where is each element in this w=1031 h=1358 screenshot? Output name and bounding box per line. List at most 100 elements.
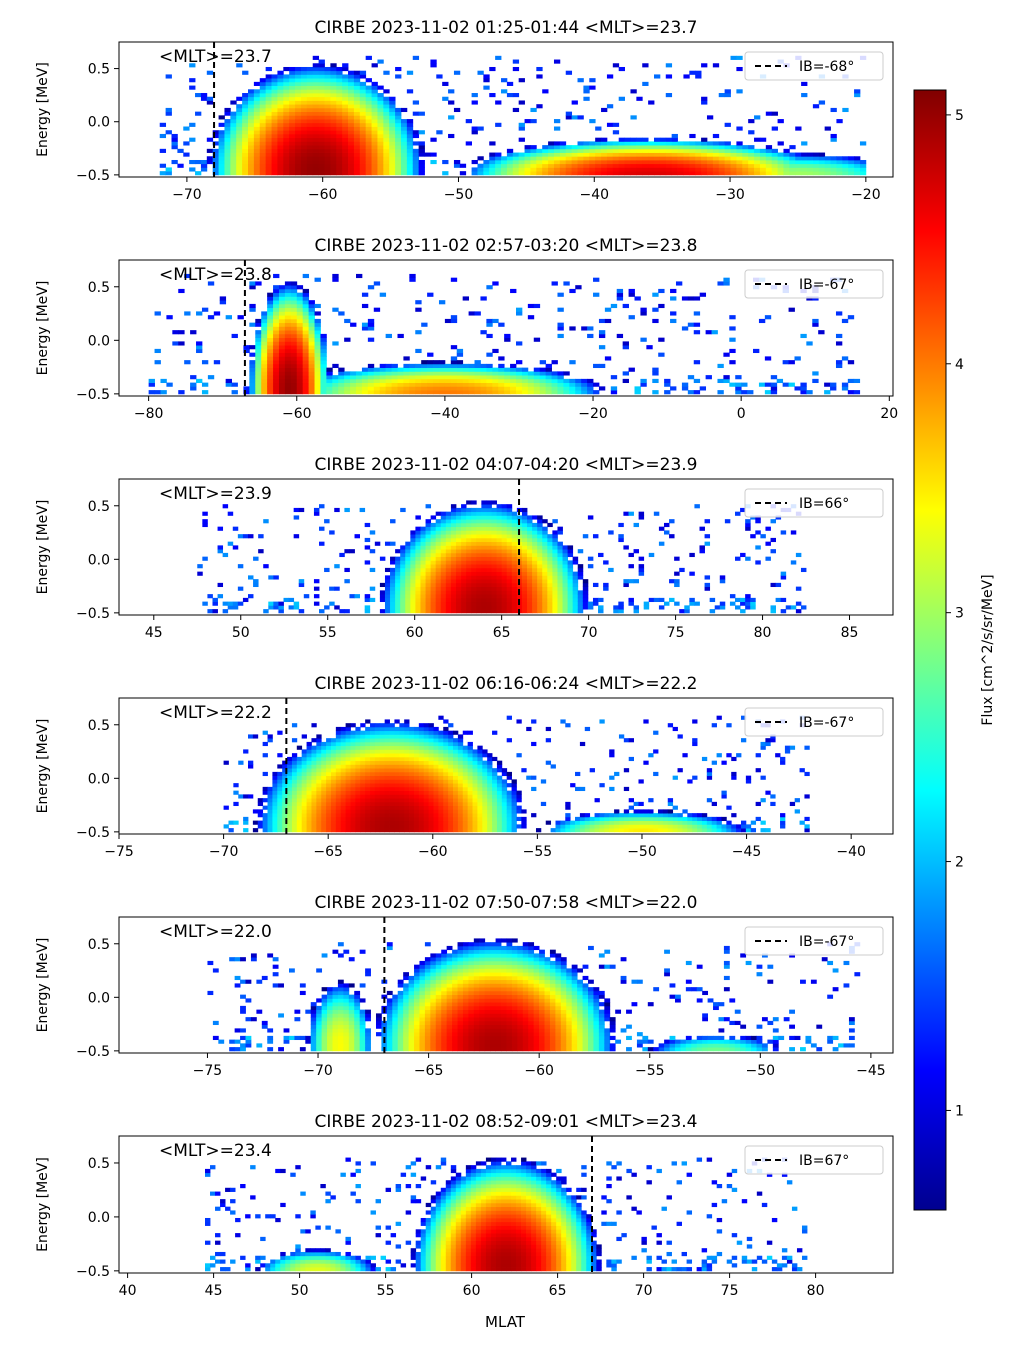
heatmap-cell — [430, 59, 437, 64]
heatmap-cell — [314, 277, 321, 282]
heatmap-cell — [365, 753, 371, 758]
x-tick-label: 55 — [319, 625, 337, 641]
heatmap-cell — [384, 790, 390, 795]
heatmap-cell — [501, 171, 508, 176]
heatmap-cell — [730, 145, 737, 150]
heatmap-cell — [314, 352, 321, 357]
heatmap-cell — [242, 93, 249, 98]
heatmap-cell — [511, 597, 518, 603]
heatmap-cell — [511, 590, 518, 595]
heatmap-cell — [340, 730, 347, 735]
heatmap-cell — [501, 511, 508, 516]
heatmap-cell — [318, 63, 325, 68]
heatmap-cell — [457, 771, 464, 777]
heatmap-cell — [237, 564, 244, 569]
heatmap-cell — [415, 307, 422, 312]
heatmap-cell — [476, 552, 482, 558]
heatmap-cell — [704, 534, 711, 539]
heatmap-cell — [330, 805, 337, 810]
heatmap-cell — [693, 322, 701, 327]
heatmap-cell — [267, 352, 274, 357]
heatmap-cell — [616, 288, 624, 294]
heatmap-cell — [306, 126, 314, 131]
heatmap-cell — [316, 786, 322, 792]
heatmap-cell — [253, 96, 261, 101]
heatmap-cell — [242, 156, 249, 161]
heatmap-cell — [859, 163, 867, 168]
heatmap-cell — [361, 303, 369, 309]
heatmap-cell — [278, 367, 286, 372]
heatmap-cell — [501, 564, 508, 569]
heatmap-cell — [654, 137, 661, 142]
heatmap-cell — [551, 382, 558, 387]
heatmap-cell — [374, 723, 381, 728]
heatmap-cell — [296, 360, 304, 365]
heatmap-cell — [433, 816, 439, 822]
heatmap-cell — [603, 586, 609, 591]
heatmap-cell — [290, 315, 298, 320]
heatmap-cell — [701, 141, 708, 146]
heatmap-cell — [552, 537, 558, 543]
heatmap-cell — [462, 760, 469, 765]
heatmap-cell — [423, 779, 429, 784]
heatmap-cell — [242, 167, 249, 172]
heatmap-cell — [255, 318, 262, 324]
heatmap-cell — [267, 390, 274, 395]
heatmap-cell — [311, 753, 317, 758]
heatmap-cell — [516, 307, 523, 312]
heatmap-cell — [267, 382, 274, 387]
heatmap-cell — [171, 145, 178, 150]
heatmap-cell — [361, 375, 369, 380]
heatmap-cell — [377, 133, 384, 139]
heatmap-cell — [553, 145, 561, 150]
heatmap-cell — [498, 367, 505, 372]
heatmap-cell — [501, 537, 508, 543]
heatmap-cell — [572, 605, 579, 610]
heatmap-cell — [440, 601, 447, 606]
heatmap-cell — [224, 141, 231, 146]
heatmap-cell — [759, 148, 767, 153]
heatmap-cell — [314, 356, 321, 361]
heatmap-cell — [339, 552, 345, 558]
heatmap-cell — [440, 575, 447, 580]
heatmap-cell — [367, 367, 375, 372]
heatmap-cell — [415, 560, 421, 565]
heatmap-cell — [448, 798, 454, 803]
heatmap-cell — [306, 794, 312, 799]
heatmap-cell — [177, 148, 184, 153]
heatmap-cell — [259, 96, 267, 101]
heatmap-cell — [420, 556, 426, 561]
heatmap-cell — [476, 594, 482, 599]
heatmap-cell — [410, 549, 416, 554]
heatmap-cell — [491, 605, 497, 610]
heatmap-cell — [652, 318, 659, 324]
heatmap-cell — [486, 601, 492, 606]
heatmap-cell — [290, 390, 298, 395]
heatmap-cell — [389, 753, 395, 758]
heatmap-cell — [730, 55, 737, 60]
heatmap-cell — [557, 541, 563, 546]
heatmap-cell — [642, 137, 649, 142]
heatmap-cell — [438, 715, 444, 720]
heatmap-cell — [395, 119, 402, 124]
heatmap-cell — [521, 390, 529, 395]
heatmap-cell — [512, 66, 520, 72]
heatmap-cell — [395, 582, 401, 588]
heatmap-cell — [261, 378, 268, 384]
heatmap-cell — [242, 122, 249, 127]
heatmap-cell — [377, 167, 384, 172]
heatmap-cell — [511, 582, 518, 588]
heatmap-cell — [428, 813, 434, 818]
heatmap-cell — [289, 156, 296, 161]
heatmap-cell — [453, 775, 459, 780]
heatmap-cell — [718, 141, 726, 146]
heatmap-cell — [567, 560, 574, 565]
heatmap-cell — [389, 768, 395, 773]
heatmap-cell — [736, 163, 743, 168]
heatmap-cell — [295, 126, 302, 131]
heatmap-cell — [748, 148, 755, 153]
heatmap-cell — [277, 74, 284, 79]
heatmap-cell — [306, 130, 314, 135]
heatmap-cell — [527, 549, 533, 554]
heatmap-cell — [577, 567, 584, 573]
